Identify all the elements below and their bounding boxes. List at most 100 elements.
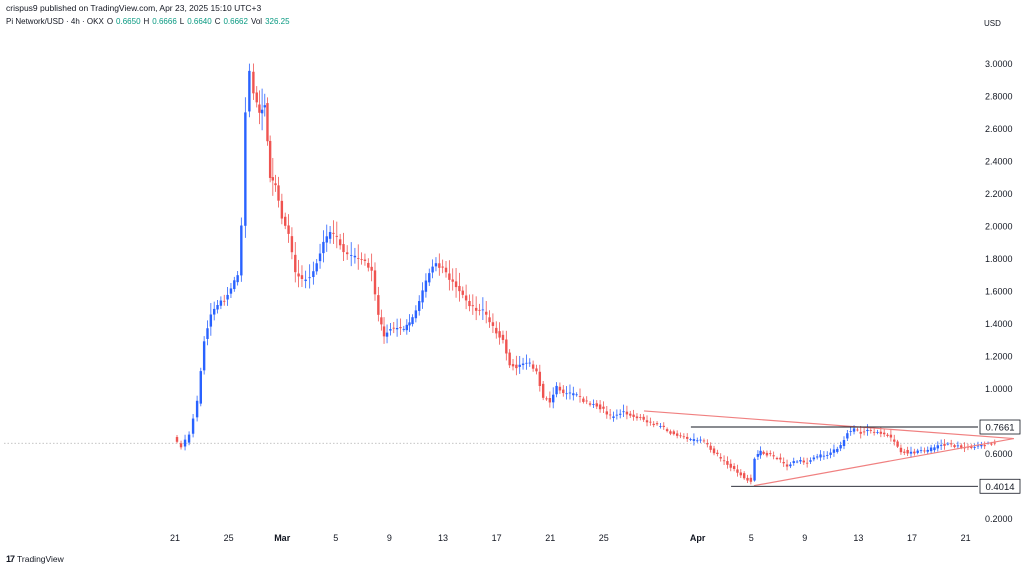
candle-body (562, 389, 565, 394)
x-tick-label: 25 (224, 533, 234, 543)
high-value: 0.6666 (152, 17, 177, 26)
candle-body (521, 363, 525, 366)
y-tick-label: 3.0000 (985, 59, 1013, 69)
candle-body (919, 450, 923, 452)
candle-body (862, 431, 866, 433)
candle-body (408, 322, 411, 326)
candle-body (290, 236, 294, 253)
candle-body (859, 431, 862, 434)
candle-body (411, 317, 414, 325)
candle-body (585, 400, 588, 402)
candle-body (531, 364, 535, 369)
candle-body (451, 279, 454, 282)
candle-body (662, 425, 665, 427)
candle-body (244, 112, 247, 226)
candle-body (428, 273, 431, 283)
candle-body (223, 300, 226, 302)
candle-body (252, 71, 255, 94)
candle-body (943, 444, 946, 446)
candle-body (772, 455, 775, 457)
candle-body (353, 255, 357, 258)
candle-body (578, 396, 582, 397)
currency-label: USD (984, 19, 1001, 28)
candle-body (632, 414, 635, 417)
candle-body (280, 200, 284, 219)
candle-body (719, 457, 722, 459)
x-tick-label: 25 (599, 533, 609, 543)
candle-body (342, 244, 345, 253)
y-tick-label: 0.6000 (985, 449, 1013, 459)
candle-body (739, 472, 743, 476)
candle-body (619, 413, 622, 415)
candle-body (899, 447, 903, 453)
open-value: 0.6650 (116, 17, 141, 26)
candle-body (191, 418, 195, 434)
candle-body (642, 416, 645, 420)
candle-body (505, 339, 508, 354)
candle-body (983, 445, 986, 447)
x-tick-label: 9 (387, 533, 392, 543)
candle-body (916, 450, 919, 453)
candle-body (187, 434, 191, 443)
level-price-label: 0.7661 (985, 423, 1014, 434)
x-tick-label: 13 (438, 533, 448, 543)
candle-body (491, 322, 495, 326)
candle-body (582, 398, 585, 402)
candle-body (179, 443, 183, 448)
level-price-box: 0.4014 (979, 478, 1021, 494)
x-tick-label: 9 (802, 533, 807, 543)
candle-body (263, 105, 266, 108)
candle-body (501, 334, 505, 341)
x-tick-label: 17 (907, 533, 917, 543)
candle-body (461, 290, 464, 295)
y-tick-label: 2.0000 (985, 222, 1013, 232)
candle-body (325, 236, 328, 243)
candle-body (976, 445, 980, 447)
candle-body (405, 324, 409, 331)
candle-body (202, 341, 206, 371)
candle-body (635, 416, 639, 419)
candle-body (399, 327, 402, 329)
candle-body (608, 414, 612, 416)
open-key: O (106, 17, 114, 26)
candle-body (769, 453, 772, 455)
candle-body (686, 436, 689, 439)
candle-body (345, 252, 349, 255)
candle-body (199, 371, 202, 404)
volume-value: 326.25 (265, 17, 290, 26)
candle-body (799, 459, 802, 462)
candle-body (602, 406, 605, 409)
low-value: 0.6640 (187, 17, 212, 26)
candle-body (525, 362, 528, 364)
candle-body (380, 317, 383, 325)
symbol-label[interactable]: Pi Network/USD · 4h · OKX (6, 17, 104, 26)
candle-body (605, 411, 609, 415)
candle-body (258, 104, 261, 113)
volume-key: Vol (250, 17, 263, 26)
candle-body (385, 332, 389, 337)
candle-body (789, 464, 792, 467)
candle-body (682, 436, 686, 438)
candle-body (836, 448, 839, 452)
candle-body (926, 449, 929, 452)
candle-body (753, 458, 756, 481)
y-tick-label: 2.4000 (985, 157, 1013, 167)
candle-body (474, 307, 478, 311)
candle-body (765, 452, 769, 456)
candle-body (893, 439, 896, 442)
candle-body (212, 308, 216, 315)
candle-body (468, 300, 471, 307)
candle-body (568, 392, 572, 394)
candle-body (538, 371, 542, 387)
candle-body (219, 300, 223, 306)
x-tick-label: 5 (333, 533, 338, 543)
brand-name: TradingView (17, 554, 64, 564)
candle-body (315, 263, 318, 272)
candle-body (508, 352, 511, 366)
candle-body (746, 477, 749, 481)
candle-body (216, 305, 219, 310)
candle-body (689, 439, 692, 441)
tradingview-brand: 17 TradingView (6, 554, 64, 564)
candle-body (418, 301, 421, 311)
